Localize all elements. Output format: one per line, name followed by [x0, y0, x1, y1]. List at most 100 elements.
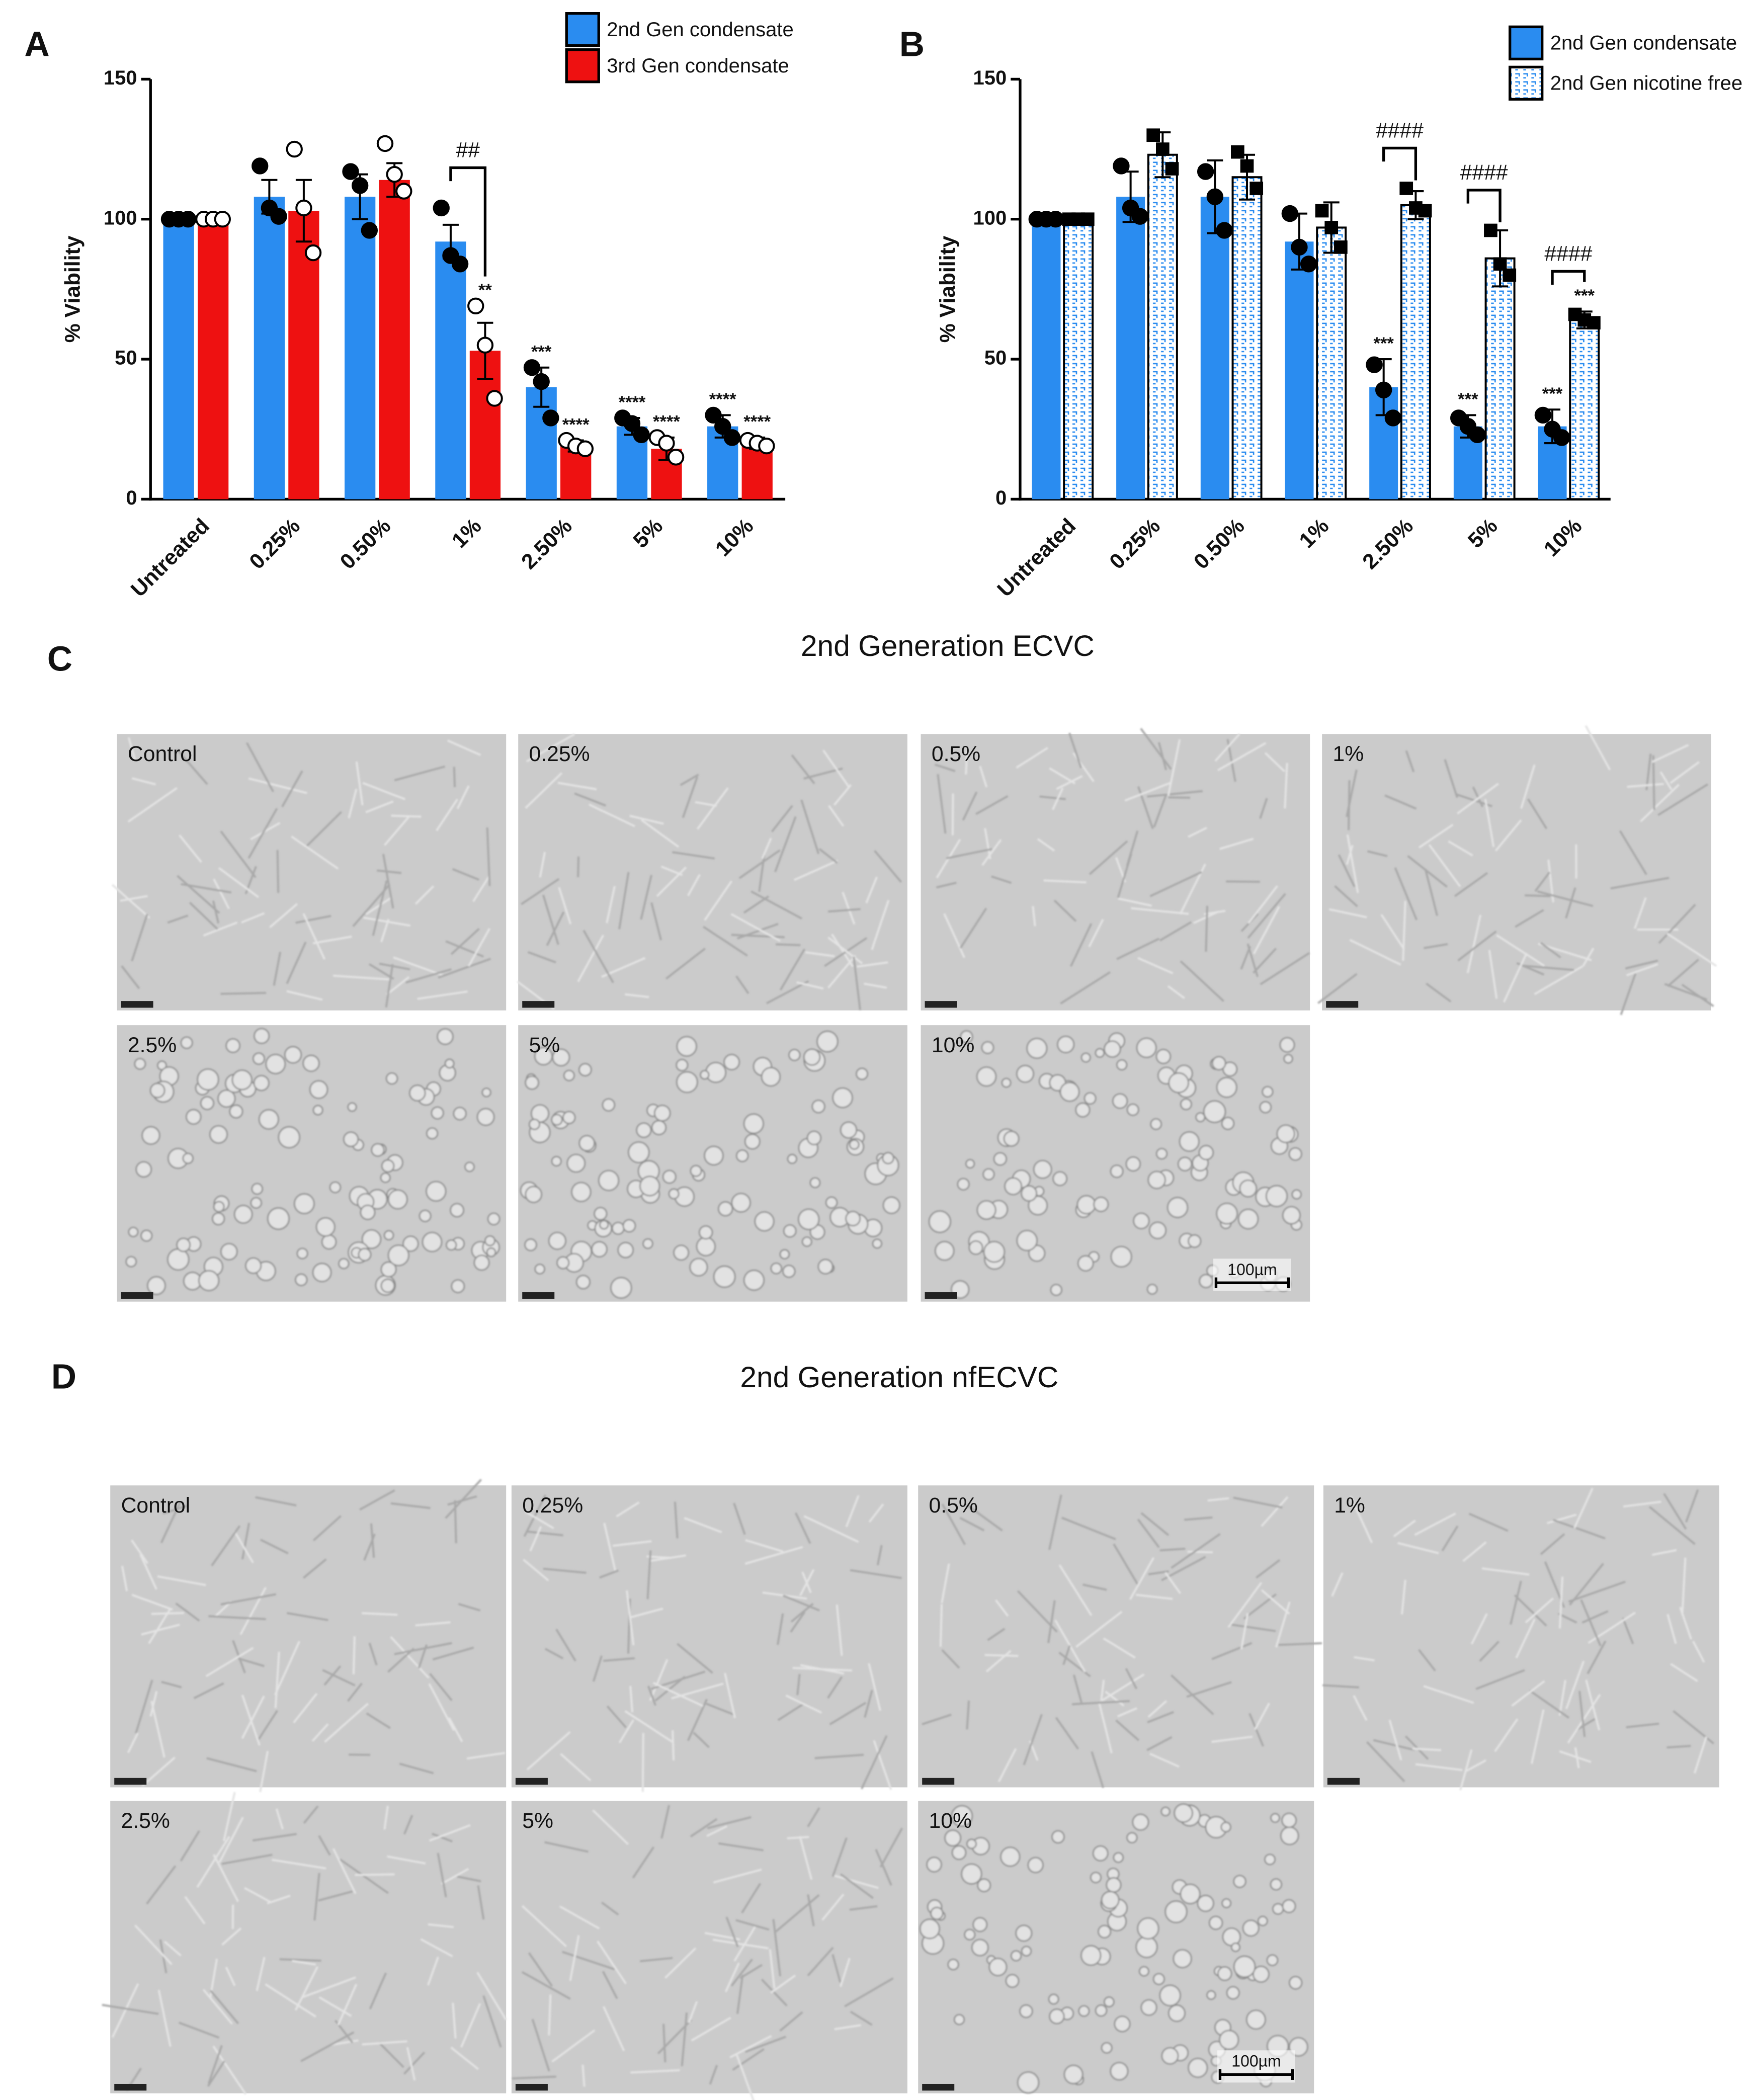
cell — [1160, 1806, 1171, 1817]
cell — [450, 2046, 479, 2070]
cell — [458, 1603, 481, 1612]
cell — [1015, 1924, 1033, 1942]
cell — [291, 835, 339, 870]
cell — [176, 1237, 191, 1252]
cell — [602, 1971, 618, 1999]
cell — [1565, 887, 1576, 919]
cell — [1103, 1637, 1136, 1659]
cell — [687, 874, 701, 896]
cell — [1515, 909, 1544, 928]
data-point — [1334, 240, 1348, 254]
cell — [868, 1663, 882, 1711]
cell — [951, 1805, 973, 1827]
cell — [1150, 1118, 1162, 1130]
cell — [751, 890, 803, 920]
cell — [559, 1905, 600, 1929]
cell — [321, 1234, 337, 1250]
cell — [984, 1654, 1019, 1657]
significance-label: *** — [1542, 384, 1563, 403]
cell — [200, 1096, 214, 1111]
cell — [562, 1951, 615, 1971]
comparison-label: #### — [1376, 119, 1424, 143]
cell — [477, 1885, 485, 1920]
cell — [1221, 1898, 1231, 1908]
cell — [274, 1651, 280, 1709]
cell — [177, 875, 220, 914]
cell — [544, 1841, 589, 1853]
cell — [1511, 1680, 1545, 1707]
cell — [1280, 1826, 1299, 1845]
cell — [529, 1118, 540, 1130]
panel-title: 2nd Generation nfECVC — [740, 1361, 1058, 1394]
cell — [1112, 1093, 1128, 1109]
cell — [1147, 790, 1203, 798]
cell — [560, 1753, 592, 1782]
y-tick-label: 150 — [104, 67, 137, 89]
cell — [960, 1030, 973, 1044]
significance-label: *** — [1373, 334, 1394, 353]
cell — [295, 915, 331, 924]
cell — [1444, 759, 1458, 798]
cell — [1016, 1065, 1034, 1083]
cell — [712, 1939, 769, 1950]
cell — [936, 882, 957, 889]
cell — [563, 1069, 575, 1081]
cell — [930, 1906, 944, 1920]
cell — [1350, 1495, 1373, 1544]
cell — [380, 1278, 395, 1293]
cell — [267, 1894, 291, 1904]
cell — [543, 1567, 587, 1574]
cell — [1681, 1557, 1687, 1615]
cell — [446, 1239, 457, 1251]
cell — [150, 1701, 165, 1758]
scale-bar-label: 100µm — [1231, 2052, 1281, 2070]
image-label: 1% — [1333, 742, 1364, 766]
micrograph-background — [110, 1485, 507, 1788]
cell — [1247, 885, 1278, 924]
x-tick-label: 0.25% — [245, 514, 305, 574]
cell — [302, 1054, 320, 1072]
cell — [610, 1277, 632, 1299]
cell — [817, 1258, 834, 1275]
cell — [1530, 1709, 1545, 1764]
image-label: 5% — [522, 1809, 553, 1833]
cell — [1133, 1212, 1150, 1229]
cell — [211, 1525, 241, 1566]
cell — [394, 1642, 452, 1655]
micrograph: 0.25% — [511, 1485, 907, 1792]
cell — [1275, 1602, 1291, 1648]
micrograph-texture — [512, 1805, 903, 2100]
cell — [1466, 914, 1482, 973]
cell — [415, 1621, 451, 1627]
cell — [182, 1152, 194, 1164]
cell — [1203, 1100, 1226, 1123]
cell — [1227, 1582, 1263, 1628]
data-point — [1418, 204, 1432, 218]
cell — [981, 1041, 994, 1054]
cell — [703, 926, 748, 957]
cell — [736, 1149, 749, 1162]
cell — [212, 900, 220, 924]
cell — [426, 1181, 447, 1202]
cell — [409, 1084, 426, 1102]
cell — [420, 1938, 453, 1958]
data-point — [386, 165, 403, 183]
cell — [207, 2060, 225, 2087]
cell — [961, 1863, 982, 1885]
cell — [205, 1647, 254, 1677]
cell — [1580, 1599, 1602, 1647]
cell — [672, 1730, 675, 1761]
cell — [358, 1247, 372, 1262]
cell — [947, 1959, 959, 1971]
cell — [384, 816, 410, 846]
cell — [1090, 1872, 1102, 1884]
cell — [548, 1994, 552, 2036]
cell — [294, 1193, 315, 1214]
cell — [690, 1818, 718, 1837]
cell — [566, 1153, 586, 1173]
cell — [218, 1816, 244, 1863]
cell — [816, 1030, 839, 1053]
data-point — [1146, 128, 1160, 142]
cell — [331, 2039, 359, 2046]
